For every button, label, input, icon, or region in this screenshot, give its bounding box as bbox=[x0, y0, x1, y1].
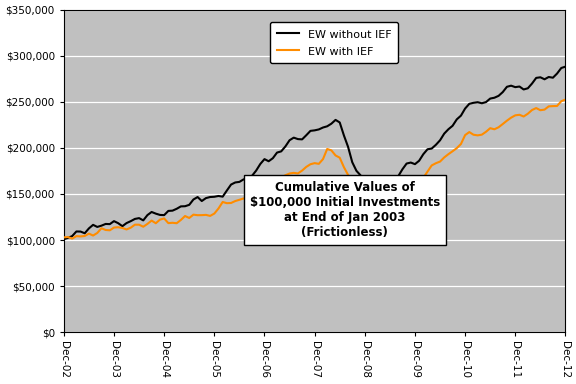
Line: EW without IEF: EW without IEF bbox=[64, 67, 566, 239]
EW without IEF bbox=[529, 81, 536, 86]
EW with IEF bbox=[278, 175, 285, 180]
EW with IEF bbox=[533, 106, 540, 110]
EW with IEF bbox=[403, 183, 410, 187]
EW with IEF bbox=[562, 97, 569, 102]
EW with IEF bbox=[115, 225, 122, 230]
EW without IEF bbox=[399, 167, 406, 172]
Text: Cumulative Values of
$100,000 Initial Investments
at End of Jan 2003
(Frictionle: Cumulative Values of $100,000 Initial In… bbox=[249, 180, 440, 238]
EW with IEF bbox=[378, 197, 385, 202]
EW without IEF bbox=[60, 237, 67, 242]
EW without IEF bbox=[274, 150, 281, 155]
EW without IEF bbox=[177, 204, 184, 209]
EW without IEF bbox=[374, 184, 381, 188]
EW with IEF bbox=[60, 235, 67, 240]
Line: EW with IEF: EW with IEF bbox=[64, 99, 566, 238]
EW without IEF bbox=[111, 219, 118, 223]
EW with IEF bbox=[69, 236, 75, 241]
Legend: EW without IEF, EW with IEF: EW without IEF, EW with IEF bbox=[270, 22, 398, 63]
EW with IEF bbox=[181, 214, 188, 218]
EW without IEF bbox=[562, 65, 569, 69]
